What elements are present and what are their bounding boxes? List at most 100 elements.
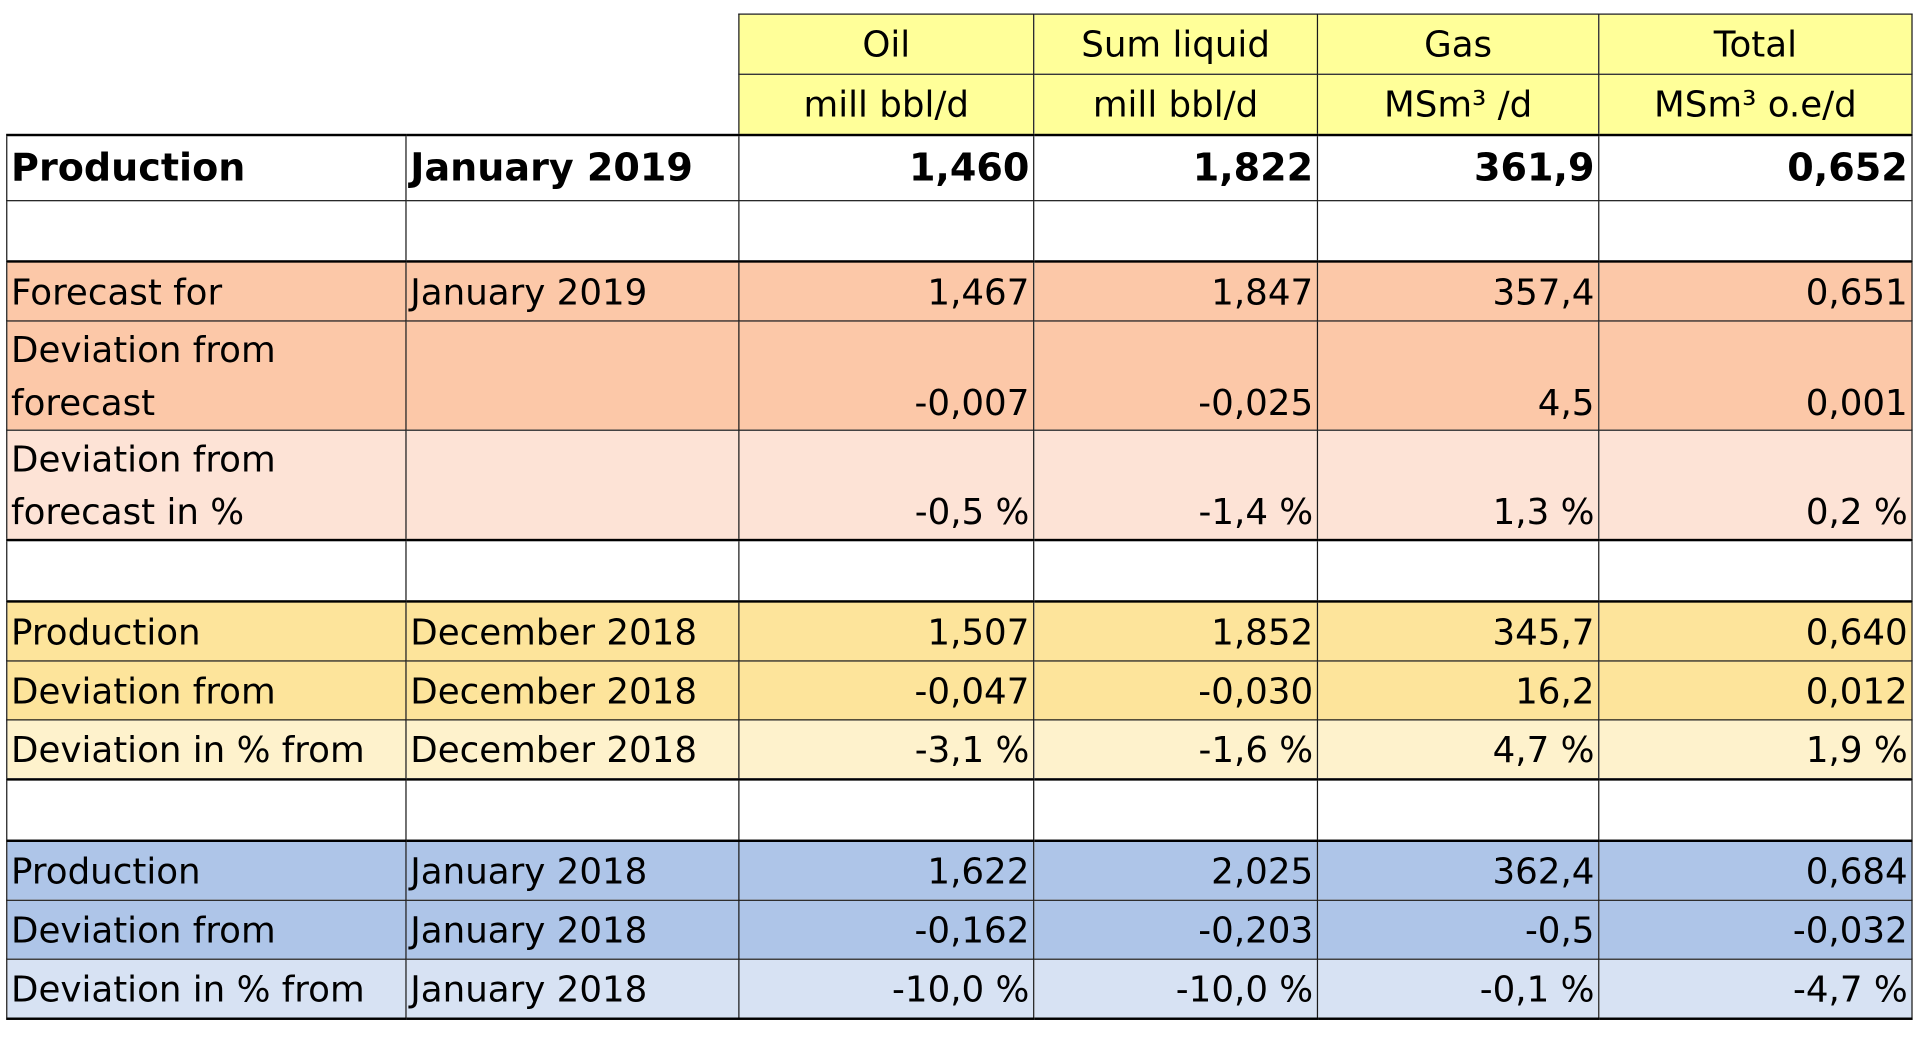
cell-total: -4,7 % [1598,958,1913,1020]
row-label: Production [6,839,407,901]
empty-cell [738,200,1035,263]
cell-total: -0,032 [1598,899,1913,960]
table-row-forecast-deviation-percent: Deviation from forecast in % -0,5 % -1,4… [6,429,1913,542]
empty-cell [738,539,1035,603]
column-header-total: Total [1598,13,1913,75]
cell-oil: -0,162 [738,899,1035,960]
cell-gas: 4,7 % [1316,719,1600,781]
header-blank-cell [6,14,406,75]
header-blank-cell [6,74,406,136]
row-period [405,429,740,542]
cell-sum-liquid: -1,4 % [1033,429,1319,542]
cell-sum-liquid: -10,0 % [1033,958,1319,1020]
unit-header-oil: mill bbl/d [738,73,1035,136]
empty-cell [1316,200,1600,263]
cell-sum-liquid: -1,6 % [1033,719,1319,781]
row-period: December 2018 [405,660,740,721]
cell-total: 0,012 [1598,660,1913,721]
column-header-oil: Oil [738,13,1035,75]
row-period: January 2018 [405,839,740,901]
cell-sum-liquid: -0,030 [1033,660,1319,721]
empty-cell [1598,200,1913,263]
empty-cell [6,539,407,603]
cell-sum-liquid: 1,852 [1033,600,1319,662]
cell-sum-liquid: -0,025 [1033,320,1319,431]
empty-cell [1316,778,1600,842]
empty-cell [405,539,740,603]
table-spacer-row [6,778,1913,842]
cell-gas: -0,1 % [1316,958,1600,1020]
cell-sum-liquid: -0,203 [1033,899,1319,960]
cell-oil: -0,007 [738,320,1035,431]
empty-cell [1033,778,1319,842]
header-row-units: mill bbl/d mill bbl/d MSm³ /d MSm³ o.e/d [6,73,1913,136]
row-period: January 2019 [405,260,740,322]
cell-gas: 16,2 [1316,660,1600,721]
empty-cell [1316,539,1600,603]
header-blank-cell [405,74,739,136]
empty-cell [405,778,740,842]
row-label: Deviation in % from [6,719,407,781]
row-period: December 2018 [405,719,740,781]
row-period: December 2018 [405,600,740,662]
production-table: Oil Sum liquid Gas Total mill bbl/d mill… [6,13,1913,1020]
cell-total: 0,640 [1598,600,1913,662]
cell-oil: -0,047 [738,660,1035,721]
unit-header-total: MSm³ o.e/d [1598,73,1913,136]
cell-gas: 362,4 [1316,839,1600,901]
row-label: Deviation from [6,899,407,960]
row-period: January 2018 [405,899,740,960]
cell-gas: 357,4 [1316,260,1600,322]
cell-oil: 1,467 [738,260,1035,322]
cell-oil: 1,507 [738,600,1035,662]
empty-cell [1033,539,1319,603]
empty-cell [1598,778,1913,842]
table-row-main-production: Production January 2019 1,460 1,822 361,… [6,133,1913,202]
cell-total: 0,2 % [1598,429,1913,542]
cell-total: 0,651 [1598,260,1913,322]
row-period: January 2019 [405,133,740,202]
table-spacer-row [6,539,1913,603]
table-row-forecast-deviation: Deviation from forecast -0,007 -0,025 4,… [6,320,1913,431]
column-header-gas: Gas [1316,13,1600,75]
header-row-names: Oil Sum liquid Gas Total [6,13,1913,75]
cell-oil: -3,1 % [738,719,1035,781]
row-label: Deviation from forecast in % [6,429,407,542]
row-label: Deviation from [6,660,407,721]
cell-oil: -10,0 % [738,958,1035,1020]
table-row-previous-month-deviation: Deviation from December 2018 -0,047 -0,0… [6,660,1913,721]
row-period: January 2018 [405,958,740,1020]
table-row-previous-year-production: Production January 2018 1,622 2,025 362,… [6,839,1913,901]
table-row-previous-month-production: Production December 2018 1,507 1,852 345… [6,600,1913,662]
row-label: Forecast for [6,260,407,322]
cell-gas: 361,9 [1316,133,1600,202]
empty-cell [738,778,1035,842]
cell-sum-liquid: 2,025 [1033,839,1319,901]
row-label: Production [6,133,407,202]
cell-total: 0,652 [1598,133,1913,202]
table-row-previous-month-deviation-percent: Deviation in % from December 2018 -3,1 %… [6,719,1913,781]
cell-oil: 1,622 [738,839,1035,901]
column-header-sum-liquid: Sum liquid [1033,13,1319,75]
cell-gas: 1,3 % [1316,429,1600,542]
cell-total: 1,9 % [1598,719,1913,781]
cell-gas: 4,5 [1316,320,1600,431]
cell-oil: 1,460 [738,133,1035,202]
table-row-previous-year-deviation: Deviation from January 2018 -0,162 -0,20… [6,899,1913,960]
cell-gas: 345,7 [1316,600,1600,662]
header-blank-cell [405,14,739,75]
cell-total: 0,001 [1598,320,1913,431]
row-label: Deviation from forecast [6,320,407,431]
row-label: Deviation in % from [6,958,407,1020]
empty-cell [6,778,407,842]
cell-gas: -0,5 [1316,899,1600,960]
unit-header-gas: MSm³ /d [1316,73,1600,136]
cell-sum-liquid: 1,822 [1033,133,1319,202]
table-row-forecast: Forecast for January 2019 1,467 1,847 35… [6,260,1913,322]
row-period [405,320,740,431]
empty-cell [6,200,407,263]
empty-cell [1598,539,1913,603]
cell-total: 0,684 [1598,839,1913,901]
table-spacer-row [6,200,1913,263]
cell-sum-liquid: 1,847 [1033,260,1319,322]
